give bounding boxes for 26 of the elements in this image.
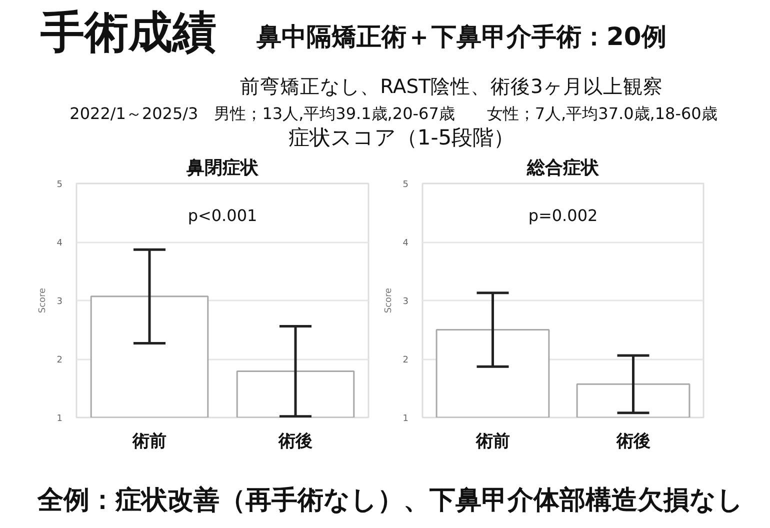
text: 手術成績 [40, 7, 216, 58]
y-tick-label: 2 [56, 356, 63, 366]
text: 症状スコア（1-5段階） [288, 126, 515, 150]
annotation: p=0.002 [528, 206, 598, 225]
text: 2022/1～2025/3 男性；13人,平均39.1歳,20-67歳 女性；7人,平均37.0歳,18-60歳 [70, 104, 718, 123]
y-tick-label: 1 [402, 414, 409, 424]
text: 全例：症状改善（再手術なし）、下鼻甲介体部構造欠損なし [36, 486, 744, 516]
y-tick-label: 3 [402, 297, 409, 307]
y-tick-label: 4 [402, 238, 409, 248]
y-tick-label: 5 [402, 180, 409, 190]
text: 前弯矯正なし、RAST陰性、術後3ヶ月以上観察 [240, 75, 663, 98]
x-tick-label: 術前 [132, 432, 166, 452]
y-tick-label: 5 [56, 180, 63, 190]
chart-title: 鼻閉症状 [186, 158, 260, 178]
y-tick-label: 1 [56, 414, 63, 424]
x-tick-label: 術後 [615, 432, 650, 452]
y-axis-title: Score [38, 287, 48, 314]
y-tick-label: 2 [402, 356, 409, 366]
chart-title: 総合症状 [526, 158, 600, 178]
y-tick-label: 4 [56, 238, 63, 248]
y-tick-label: 3 [56, 297, 63, 307]
annotation: p<0.001 [188, 206, 258, 225]
x-tick-label: 術前 [474, 432, 510, 452]
y-axis-title: Score [384, 287, 394, 314]
text: 鼻中隔矯正術＋下鼻甲介手術：20例 [256, 22, 666, 51]
x-tick-label: 術後 [278, 432, 312, 452]
